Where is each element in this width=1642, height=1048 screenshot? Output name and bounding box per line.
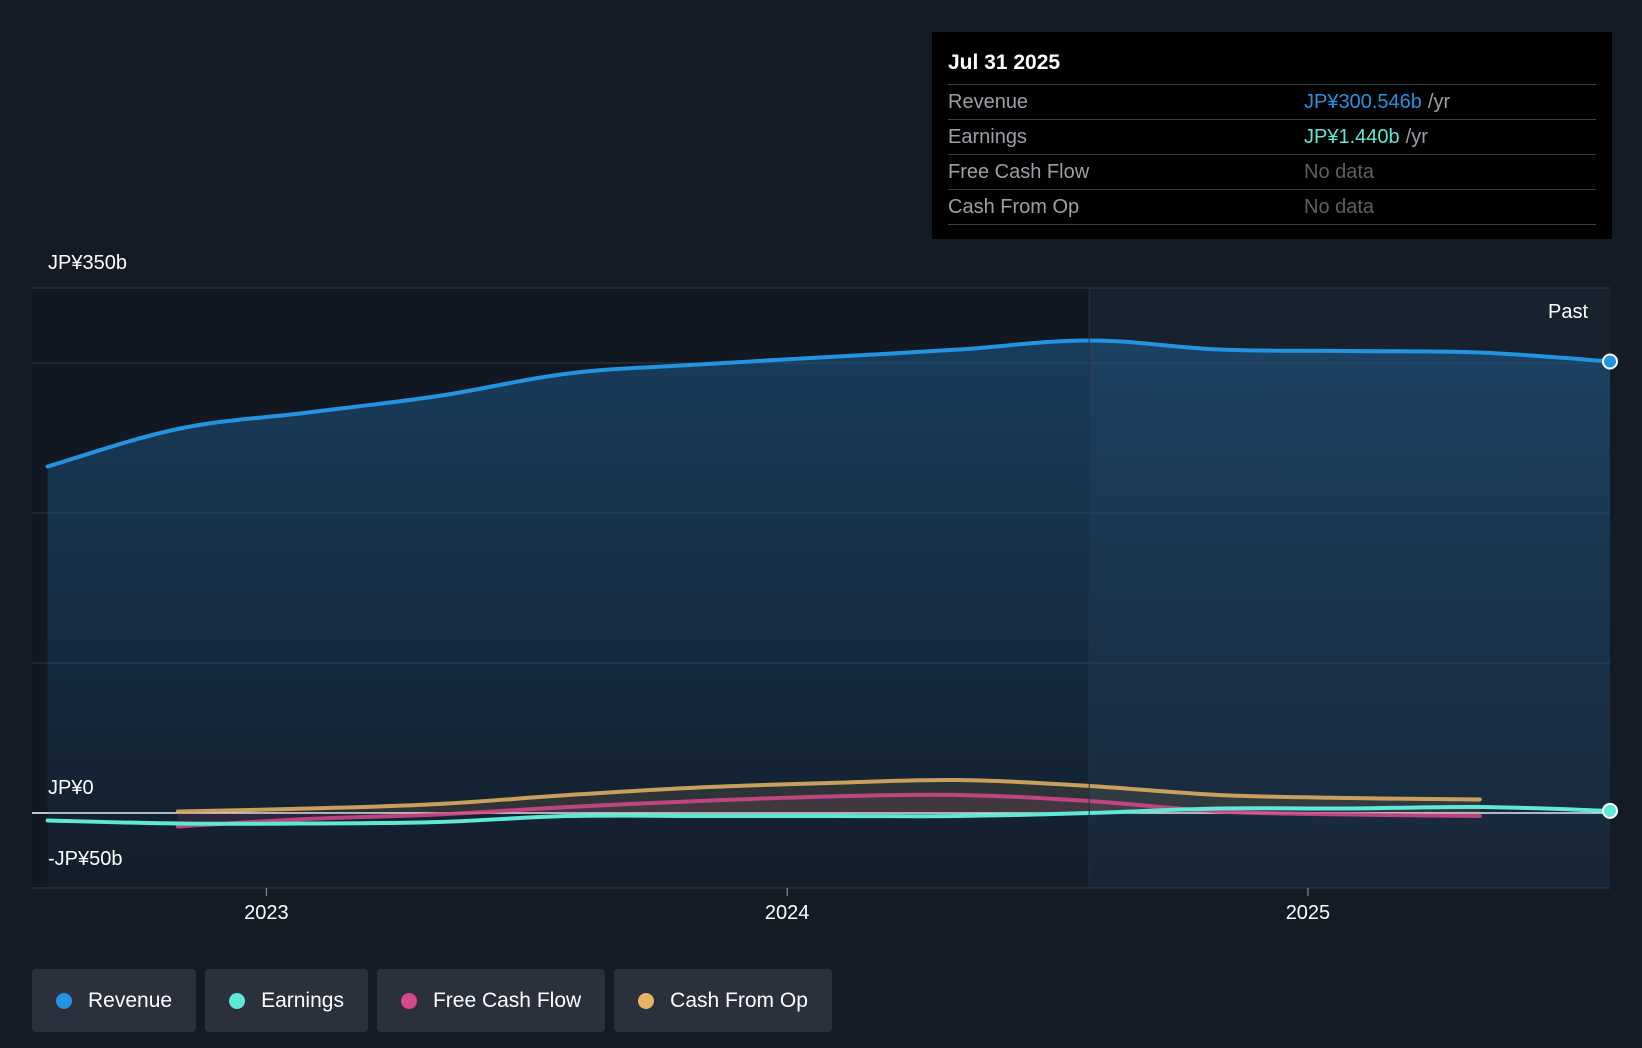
legend-label: Free Cash Flow [432,988,582,1012]
tooltip-row-value: JP¥1.440b [1304,126,1400,148]
legend-item-cash-from-op[interactable]: Cash From Op [614,969,832,1032]
tooltip-row-revenue: Revenue JP¥300.546b /yr [948,84,1596,119]
x-ticks [265,888,1309,896]
tooltip-row-name: Earnings [948,126,1027,148]
tooltip-row-unit: /yr [1427,91,1451,113]
tooltip-row-value: No data [1304,161,1375,183]
legend-dot-icon [229,992,246,1009]
tooltip-row-unit: /yr [1405,126,1428,148]
y-tick-label: JP¥0 [48,777,94,799]
legend-label: Earnings [261,988,344,1012]
tooltip: Jul 31 2025 Revenue JP¥300.546b /yr Earn… [932,32,1612,239]
y-tick-label: -JP¥50b [48,848,123,870]
series-fills [47,340,1610,888]
earnings-end-marker [1602,802,1618,819]
cash-from-op-line [175,777,1482,814]
tooltip-row-value: No data [1304,196,1375,218]
free-cash-flow-area-fill [177,794,1480,827]
tooltip-row-free-cash-flow: Free Cash Flow No data [948,154,1596,189]
revenue-line [45,338,1612,469]
tooltip-row-name: Free Cash Flow [948,161,1090,183]
revenue-end-marker [1602,353,1618,370]
tooltip-row-cash-from-op: Cash From Op No data [948,189,1596,225]
legend-dot-icon [56,992,72,1009]
legend-item-earnings[interactable]: Earnings [205,969,368,1032]
tooltip-date: Jul 31 2025 [948,51,1061,74]
tooltip-row-name: Revenue [948,91,1029,113]
past-label: Past [1548,301,1589,323]
earnings-line [45,804,1612,826]
tooltip-row-name: Cash From Op [948,196,1080,218]
legend-item-free-cash-flow[interactable]: Free Cash Flow [376,969,606,1032]
series-lines [45,338,1612,829]
tooltip-row-earnings: Earnings JP¥1.440b /yr [948,119,1596,154]
x-tick-label: 2023 [244,902,289,924]
legend-dot-icon [400,992,417,1009]
legend-dot-icon [638,992,655,1009]
x-tick-label: 2025 [1285,902,1331,924]
legend-item-revenue[interactable]: Revenue [32,969,197,1032]
end-markers [1602,353,1618,819]
x-tick-label: 2024 [764,902,810,924]
revenue-area-fill [47,340,1610,888]
free-cash-flow-line [175,792,1482,829]
tooltip-row-value: JP¥300.546b [1304,91,1422,113]
y-tick-label: JP¥350b [48,252,127,274]
legend-label: Revenue [88,988,173,1012]
legend-label: Cash From Op [670,988,808,1012]
legend: Revenue Earnings Free Cash Flow Cash Fro… [32,969,832,1032]
